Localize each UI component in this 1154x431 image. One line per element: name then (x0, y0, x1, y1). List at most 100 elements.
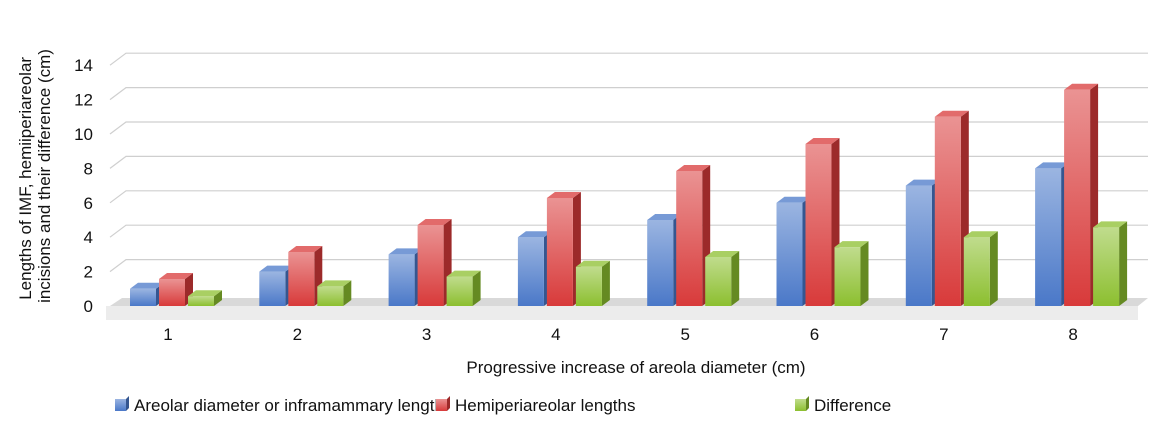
bar-top (188, 290, 222, 297)
bar-front (446, 276, 473, 306)
bar-top (317, 280, 352, 287)
legend-item: Difference (795, 396, 891, 415)
x-tick-label: 7 (939, 325, 948, 344)
bar-front (647, 220, 674, 306)
x-tick-label: 5 (680, 325, 689, 344)
bar-front (934, 116, 961, 306)
bar-front (259, 271, 286, 306)
legend-swatch-side (447, 396, 450, 411)
bar-front (1093, 227, 1120, 306)
bar (1093, 221, 1128, 306)
legend-label: Hemiperiareolar lengths (455, 396, 635, 415)
bar-front (388, 254, 415, 306)
bar-front (517, 237, 544, 306)
y-axis-title: Lengths of IMF, hemiiperiareolar incisio… (16, 49, 54, 303)
bar-side (472, 270, 481, 306)
bar (259, 265, 294, 306)
bars (130, 83, 1128, 307)
bar-top (834, 241, 869, 248)
gridline (109, 86, 1148, 101)
bar-top (963, 231, 998, 238)
bar-front (805, 143, 832, 306)
bar (317, 280, 352, 306)
bar (647, 214, 682, 306)
bar-top (705, 250, 740, 257)
x-axis-title: Progressive increase of areola diameter … (466, 358, 805, 377)
bar-top (288, 245, 323, 252)
floor-front (106, 306, 1138, 320)
bar-top (1093, 221, 1128, 228)
bar-front (776, 202, 803, 306)
bar-top (388, 248, 423, 255)
bar (446, 270, 481, 306)
bar-front (905, 185, 932, 306)
bar-top (159, 272, 193, 279)
bar (388, 248, 423, 306)
bar-top (647, 214, 682, 220)
bar (288, 245, 323, 306)
y-tick-label: 14 (74, 56, 93, 75)
legend: Areolar diameter or inframammary length H… (115, 396, 891, 415)
legend-label: Difference (814, 396, 891, 415)
x-tick-label: 4 (551, 325, 560, 344)
bar (417, 218, 452, 306)
gridline (109, 52, 1148, 66)
bar-front (188, 296, 214, 306)
legend-swatch (795, 399, 806, 411)
bar-front (317, 286, 344, 306)
bar-side (1119, 221, 1128, 306)
legend-swatch-side (806, 396, 809, 411)
bar (905, 179, 940, 306)
gridline (109, 155, 1148, 169)
y-tick-label: 2 (84, 263, 93, 282)
bar (963, 231, 998, 306)
bar-front (575, 266, 602, 306)
bar-front (1064, 89, 1091, 307)
bar-top (934, 110, 969, 117)
bar-side (214, 290, 222, 306)
bar-top (1064, 83, 1099, 90)
bar-top (905, 179, 940, 186)
bar-front (417, 224, 444, 306)
y-axis-ticks: 0 2 4 6 8 10 12 14 (74, 56, 93, 316)
y-axis-title-line-1: Lengths of IMF, hemiiperiareolar (16, 57, 35, 300)
y-tick-label: 10 (74, 125, 93, 144)
bar-front (288, 251, 315, 306)
floor-top (110, 298, 1148, 306)
legend-swatch-side (126, 396, 129, 411)
legend-swatch (115, 399, 126, 411)
bar (834, 241, 869, 306)
bar-front (963, 237, 990, 306)
bar-side (989, 231, 998, 306)
bar-top (805, 137, 840, 144)
bar-top (546, 191, 581, 198)
bar (159, 272, 193, 306)
bar-top (130, 282, 164, 289)
bar (188, 290, 222, 306)
x-axis-ticks: 1 2 3 4 5 6 7 8 (163, 325, 1078, 344)
bar (517, 231, 552, 306)
legend-item: Areolar diameter or inframammary length (115, 396, 444, 415)
bar-side (731, 250, 740, 306)
bar-top (1035, 162, 1070, 169)
x-tick-label: 3 (422, 325, 431, 344)
bar-top (259, 265, 294, 272)
bar-front (130, 288, 156, 306)
legend-label: Areolar diameter or inframammary length (134, 396, 444, 415)
y-tick-label: 8 (84, 159, 93, 178)
bar-top (676, 164, 711, 171)
bar-top (776, 196, 811, 203)
y-axis-title-line-2: incisions and their difference (cm) (35, 49, 54, 303)
legend-item: Hemiperiareolar lengths (436, 396, 635, 415)
bar-front (834, 247, 861, 306)
bar-front (705, 256, 732, 306)
x-tick-label: 6 (810, 325, 819, 344)
bar-top (446, 270, 481, 277)
bar-side (343, 280, 352, 306)
bar-side (601, 260, 610, 306)
y-tick-label: 4 (84, 228, 93, 247)
bar-top (575, 260, 610, 267)
bar-front (546, 197, 573, 306)
